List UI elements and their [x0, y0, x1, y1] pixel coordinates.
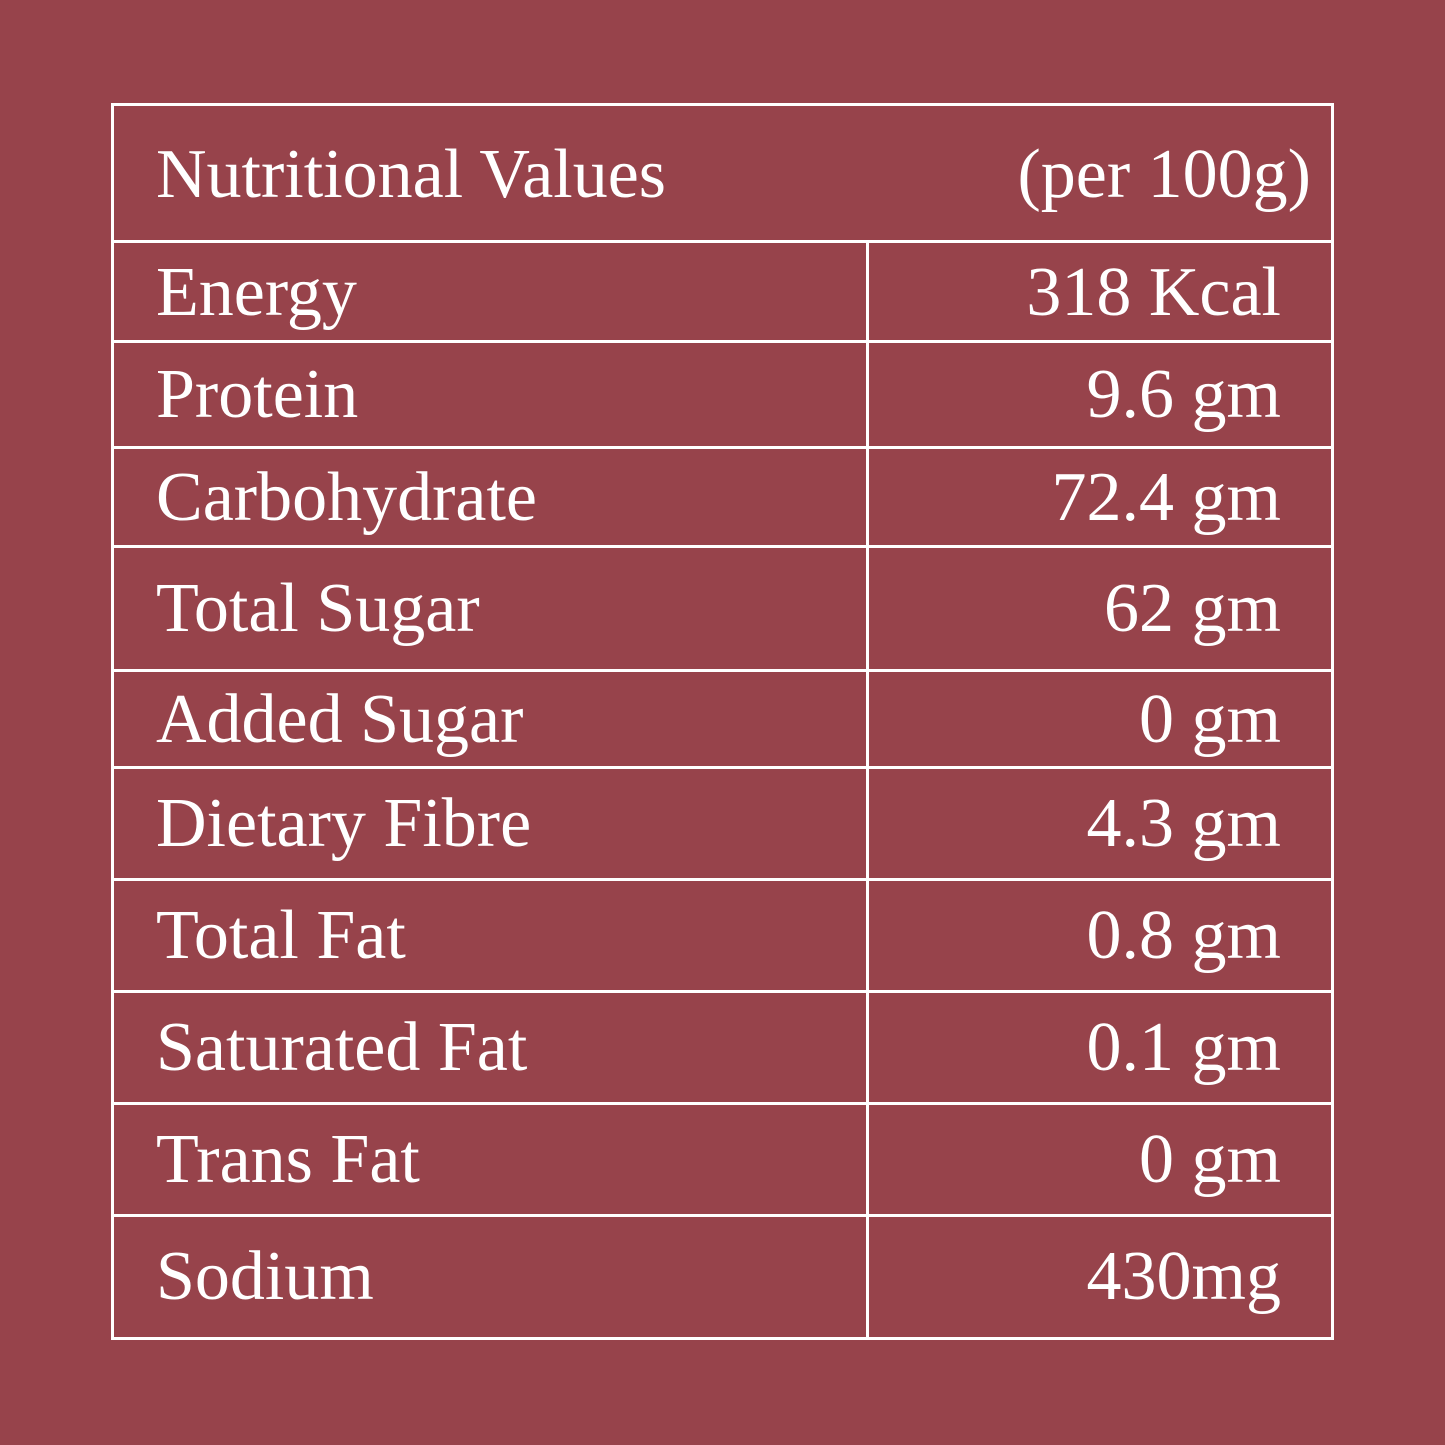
row-divider [114, 766, 1331, 769]
column-divider [866, 243, 869, 1337]
nutrient-value: 0 gm [1139, 680, 1281, 758]
nutrient-name: Dietary Fibre [156, 785, 532, 862]
nutrient-value: 72.4 gm [1051, 458, 1281, 536]
nutrient-value: 0.1 gm [1086, 1009, 1281, 1086]
header-title: Nutritional Values [156, 135, 667, 213]
nutrient-name: Total Fat [156, 897, 406, 974]
row-divider [114, 1102, 1331, 1105]
nutrient-value: 4.3 gm [1086, 785, 1281, 862]
nutrition-table: Nutritional Values (per 100g) Energy 318 … [111, 103, 1334, 1340]
row-divider [114, 1214, 1331, 1217]
row-divider [114, 446, 1331, 449]
row-divider [114, 340, 1331, 343]
nutrient-value: 318 Kcal [1026, 253, 1281, 331]
nutrient-value: 430mg [1086, 1237, 1281, 1315]
nutrient-name: Protein [156, 356, 359, 433]
nutrient-name: Trans Fat [156, 1121, 420, 1198]
nutrient-name: Total Sugar [156, 570, 480, 647]
nutrient-value: 9.6 gm [1086, 356, 1281, 433]
nutrient-value: 0.8 gm [1086, 897, 1281, 974]
row-divider [114, 669, 1331, 672]
nutrient-name: Added Sugar [156, 680, 524, 758]
nutrient-value: 62 gm [1104, 570, 1281, 647]
header-unit: (per 100g) [1017, 135, 1311, 213]
row-divider [114, 990, 1331, 993]
row-divider [114, 878, 1331, 881]
nutrient-name: Sodium [156, 1237, 374, 1315]
row-divider [114, 545, 1331, 548]
nutrient-name: Saturated Fat [156, 1009, 528, 1086]
header-divider [114, 240, 1331, 243]
nutrient-name: Carbohydrate [156, 458, 537, 536]
nutrient-value: 0 gm [1139, 1121, 1281, 1198]
nutrient-name: Energy [156, 253, 357, 331]
